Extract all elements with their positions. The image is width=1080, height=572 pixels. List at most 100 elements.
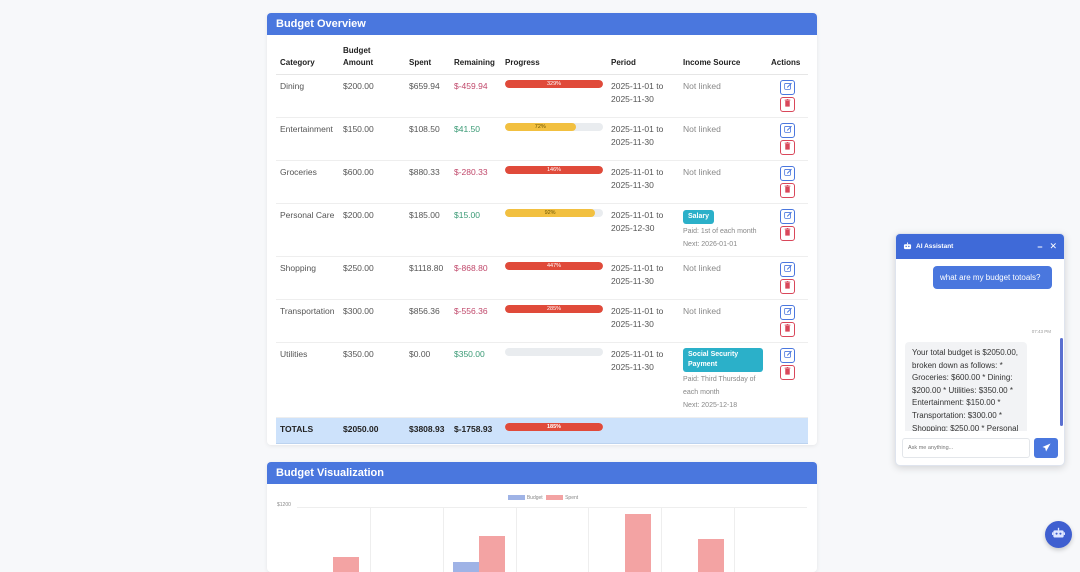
cell-remaining: $-459.94 [450,74,501,118]
edit-button[interactable] [780,305,795,320]
delete-button[interactable] [780,226,795,241]
chart-gridline [369,508,371,572]
chart-gridline [734,508,736,572]
table-row: Utilities $350.00 $0.00 $350.00 2025-11-… [276,342,808,418]
edit-button[interactable] [780,209,795,224]
bar-chart-plot [297,507,807,572]
cell-category: Utilities [276,342,339,418]
edit-icon [783,306,792,319]
cell-income-source: Salary Paid: 1st of each month Next: 202… [679,203,767,257]
legend-budget-label[interactable]: Budget [526,495,543,501]
edit-icon [783,263,792,276]
delete-button[interactable] [780,322,795,337]
totals-progress: 185% [501,417,607,444]
edit-button[interactable] [780,123,795,138]
cell-spent: $856.36 [405,299,450,343]
cell-actions [767,342,808,418]
cell-income-source: Not linked [679,74,767,118]
edit-icon [783,210,792,223]
trash-icon [784,323,791,336]
cell-spent: $659.94 [405,74,450,118]
cell-period: 2025-11-01 to 2025-11-30 [607,299,679,343]
edit-button[interactable] [780,166,795,181]
legend-spent-swatch[interactable] [546,495,564,501]
cell-progress: 447% [501,256,607,300]
edit-icon [783,349,792,362]
cell-actions [767,299,808,343]
col-actions: Actions [767,45,808,75]
budget-overview-title: Budget Overview [267,13,817,35]
cell-period: 2025-11-01 to 2025-11-30 [607,74,679,118]
robot-icon [903,241,912,252]
totals-remaining: $-1758.93 [450,417,501,444]
progress-fill: 285% [505,305,603,313]
minimize-chat-button[interactable]: − [1037,241,1043,252]
period-end: 2025-11-30 [611,319,654,329]
chart-legend: Budget Spent [267,495,817,501]
chart-bar-spent[interactable] [624,514,651,572]
close-chat-button[interactable]: ✕ [1049,241,1057,251]
income-source-badge: Salary [683,210,715,224]
progress-fill: 92% [505,209,596,217]
chat-messages[interactable]: what are my budget totoals? 07:43 PM You… [896,259,1064,431]
col-period: Period [607,45,679,75]
legend-budget-swatch[interactable] [507,495,525,501]
income-source-text: Not linked [683,124,721,134]
edit-button[interactable] [780,262,795,277]
delete-button[interactable] [780,140,795,155]
cell-income-source: Not linked [679,117,767,161]
open-assistant-button[interactable] [1045,521,1072,548]
table-row: Transportation $300.00 $856.36 $-556.36 … [276,299,808,343]
cell-category: Entertainment [276,117,339,161]
delete-button[interactable] [780,183,795,198]
cell-budget: $600.00 [339,160,405,204]
edit-icon [783,167,792,180]
progress-bar: 285% [505,305,603,313]
y-axis-top-tick: $1200 [277,502,291,508]
send-button[interactable] [1034,438,1058,458]
cell-spent: $0.00 [405,342,450,418]
legend-spent-label[interactable]: Spent [565,495,579,501]
edit-button[interactable] [780,80,795,95]
cell-category: Dining [276,74,339,118]
progress-bar: 329% [505,80,603,88]
chat-input[interactable] [902,438,1030,458]
period-end: 2025-11-30 [611,180,654,190]
cell-budget: $350.00 [339,342,405,418]
income-paid-schedule: Paid: Third Thursday of each month [683,376,756,396]
delete-button[interactable] [780,279,795,294]
totals-label: TOTALS [276,417,339,444]
cell-progress: 146% [501,160,607,204]
chart-bar-spent[interactable] [697,538,724,572]
cell-period: 2025-11-01 to 2025-12-30 [607,203,679,257]
chat-scrollbar[interactable] [1060,338,1063,426]
chart-gridline [588,508,590,572]
period-start: 2025-11-01 to [611,263,664,273]
delete-button[interactable] [780,365,795,380]
col-budget-amount: Budget Amount [339,45,405,75]
edit-button[interactable] [780,348,795,363]
delete-button[interactable] [780,97,795,112]
totals-spent: $3808.93 [405,417,450,444]
cell-progress [501,342,607,418]
chart-bar-spent[interactable] [479,536,506,572]
progress-fill: 447% [505,262,603,270]
cell-budget: $150.00 [339,117,405,161]
cell-remaining: $-868.80 [450,256,501,300]
chart-gridline [661,508,663,572]
cell-category: Personal Care [276,203,339,257]
cell-period: 2025-11-01 to 2025-11-30 [607,117,679,161]
cell-budget: $250.00 [339,256,405,300]
period-end: 2025-12-30 [611,223,655,233]
assistant-message: Your total budget is $2050.00, broken do… [905,342,1027,431]
cell-income-source: Not linked [679,160,767,204]
cell-budget: $300.00 [339,299,405,343]
cell-spent: $1118.80 [405,256,450,300]
table-row: Personal Care $200.00 $185.00 $15.00 92%… [276,203,808,257]
ai-assistant-chat: AI Assistant − ✕ what are my budget toto… [895,233,1065,466]
period-start: 2025-11-01 to [611,81,664,91]
period-start: 2025-11-01 to [611,306,664,316]
progress-bar: 447% [505,262,603,270]
chart-bar-budget[interactable] [453,562,480,572]
paper-plane-icon [1041,439,1051,457]
